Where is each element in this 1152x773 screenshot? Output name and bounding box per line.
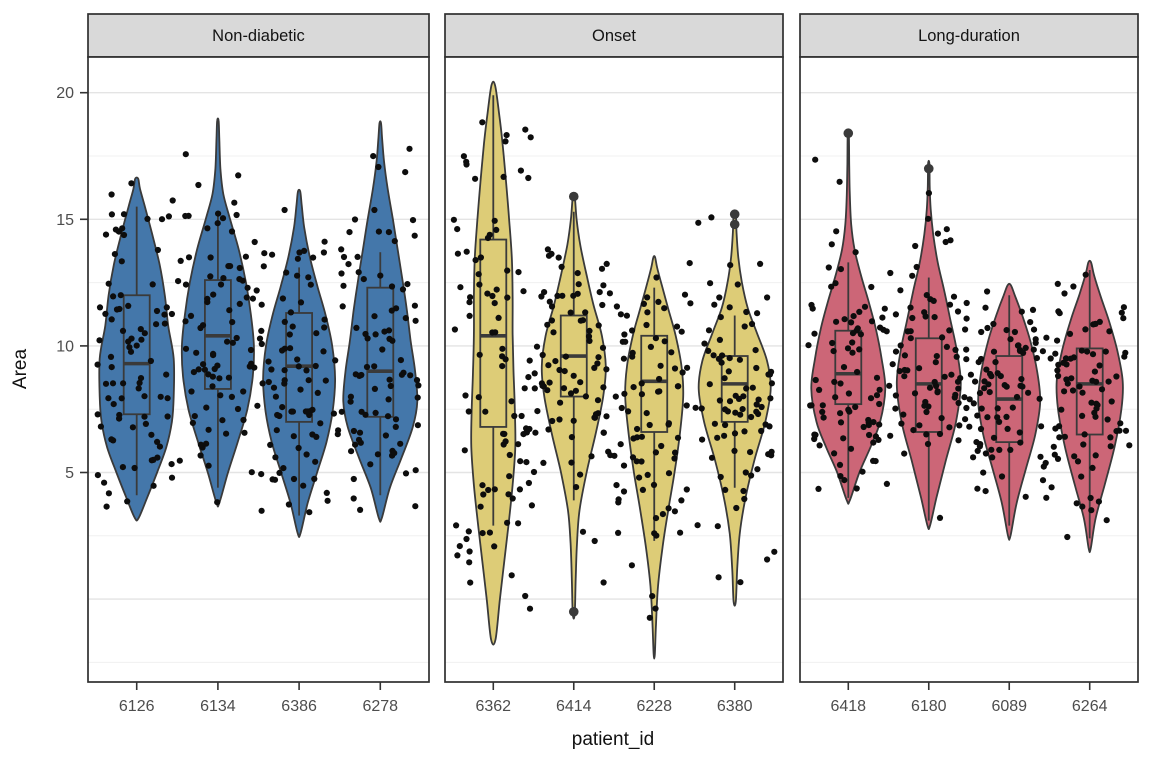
facet-strip-label: Onset: [592, 27, 636, 45]
x-tick-label: 6278: [362, 698, 398, 715]
x-tick-label: 6386: [281, 698, 317, 715]
x-tick-label: 6414: [556, 698, 592, 715]
jitter-points-6362: [450, 119, 536, 612]
x-tick-label: 6228: [636, 698, 672, 715]
x-axis-title: patient_id: [572, 729, 654, 750]
violin-6228: [624, 255, 685, 660]
facet-Non-diabetic: Non-diabetic 6126 6134 6386 6278: [87, 13, 430, 715]
box: [366, 286, 395, 418]
facet-strip: [799, 13, 1139, 58]
x-tick-label: 6362: [475, 698, 511, 715]
facet-Onset: Onset 6362 6414 6228 6380: [444, 13, 784, 715]
jitter-points-6134: [175, 151, 261, 506]
x-tick-label: 6134: [200, 698, 236, 715]
jitter-points-6228: [611, 260, 694, 621]
y-tick-label: 5: [65, 465, 74, 482]
outlier-point: [843, 128, 854, 139]
x-tick-label: 6418: [830, 698, 866, 715]
facet-strip-label: Non-diabetic: [212, 27, 305, 45]
panel-border: [444, 56, 784, 683]
y-axis-title: Area: [10, 349, 31, 390]
jitter-points-6380: [692, 214, 778, 586]
outlier-point: [729, 219, 740, 230]
x-tick-label: 6126: [119, 698, 155, 715]
panel-border: [799, 56, 1139, 683]
facet-strip: [87, 13, 430, 58]
outlier-point: [923, 163, 934, 174]
jitter-points-6414: [530, 246, 614, 586]
facet-Long-duration: Long-duration 6418 6180 6089 6264: [799, 13, 1139, 715]
x-tick-label: 6380: [717, 698, 753, 715]
jitter-points-6418: [805, 156, 891, 492]
jitter-points-6386: [256, 206, 342, 516]
jitter-points-6126: [94, 180, 176, 510]
jitter-points-6089: [966, 288, 1050, 501]
y-tick-label: 20: [56, 85, 74, 102]
x-tick-label: 6264: [1072, 698, 1108, 715]
y-tick-label: 15: [56, 212, 74, 229]
jitter-points-6180: [886, 190, 970, 522]
panel-border: [87, 56, 430, 683]
jitter-points-6264: [1047, 271, 1133, 541]
outlier-point: [568, 606, 579, 617]
jitter-points-6278: [338, 145, 422, 513]
facet-strip: [444, 13, 784, 58]
box: [122, 294, 151, 416]
violin-6278: [342, 120, 419, 523]
facet-strip-label: Long-duration: [918, 27, 1020, 45]
outlier-point: [568, 191, 579, 202]
y-tick-label: 10: [56, 338, 74, 355]
outlier-point: [729, 209, 740, 220]
x-tick-label: 6089: [991, 698, 1027, 715]
x-tick-label: 6180: [911, 698, 947, 715]
violin-6126: [98, 176, 176, 522]
box: [640, 334, 669, 433]
